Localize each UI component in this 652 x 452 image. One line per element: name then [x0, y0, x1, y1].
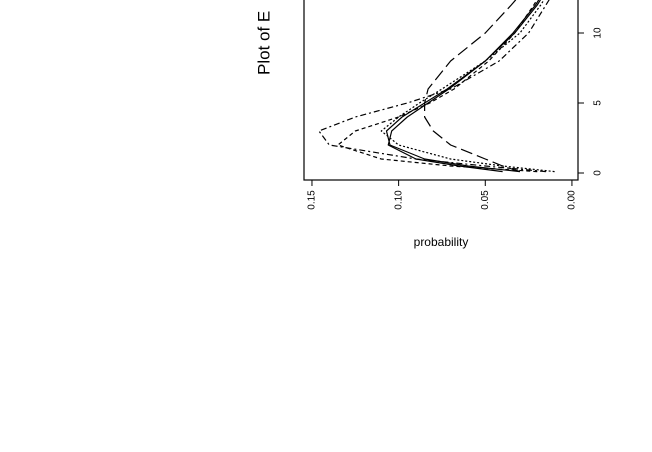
series-line: [318, 0, 550, 173]
series-line: [380, 0, 555, 173]
x-tick-label: 10: [593, 27, 604, 39]
series-line: [424, 0, 521, 173]
axis-label: probability: [414, 235, 469, 249]
x-tick-label: 0: [593, 170, 604, 176]
chart-title: Plot of E: [254, 11, 273, 75]
y-tick-label: 0.00: [567, 190, 578, 210]
y-tick-label: 0.05: [480, 190, 491, 210]
series-line: [387, 0, 540, 173]
x-tick-label: 5: [593, 100, 604, 106]
plot-box: [303, 0, 579, 181]
y-tick-label: 0.15: [307, 190, 318, 210]
series-line: [385, 0, 542, 173]
y-tick-label: 0.10: [393, 190, 404, 210]
series-line: [337, 0, 538, 173]
